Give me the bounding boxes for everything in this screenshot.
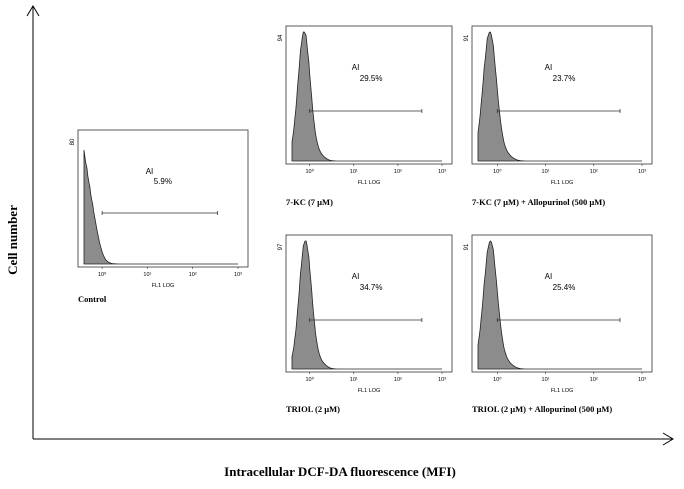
y-max-label: 80 bbox=[70, 138, 76, 145]
x-tick-label: 10⁰ bbox=[98, 271, 107, 278]
panel-caption: 7-KC (7 µM) bbox=[286, 197, 333, 207]
main-y-arrowhead bbox=[26, 5, 40, 17]
panel-x-label: FL1 LOG bbox=[551, 180, 574, 186]
y-max-label: 91 bbox=[464, 243, 470, 250]
x-tick-label: 10⁰ bbox=[493, 168, 502, 175]
x-tick-label: 10² bbox=[590, 377, 598, 383]
x-tick-label: 10⁰ bbox=[305, 168, 314, 175]
panel-caption: Control bbox=[78, 294, 107, 304]
histogram-area bbox=[291, 240, 442, 370]
x-tick-label: 10¹ bbox=[542, 169, 550, 175]
panel-x-label: FL1 LOG bbox=[358, 388, 381, 394]
gate-label: AI bbox=[352, 272, 360, 281]
gate-value: 29.5% bbox=[360, 74, 383, 83]
histogram-area bbox=[477, 240, 642, 370]
panel-frame bbox=[77, 129, 249, 268]
histogram-area bbox=[83, 150, 238, 265]
gate-label: AI bbox=[146, 167, 154, 176]
x-tick-label: 10¹ bbox=[542, 377, 550, 383]
x-tick-label: 10³ bbox=[438, 377, 446, 383]
x-tick-label: 10³ bbox=[234, 272, 242, 278]
y-max-label: 94 bbox=[278, 34, 284, 41]
panel-caption: TRIOL (2 µM) + Allopurinol (500 µM) bbox=[472, 404, 612, 414]
main-axes bbox=[26, 5, 674, 446]
x-tick-label: 10² bbox=[394, 377, 402, 383]
x-tick-label: 10⁰ bbox=[305, 376, 314, 383]
y-max-label: 97 bbox=[278, 243, 284, 250]
x-tick-label: 10³ bbox=[638, 377, 646, 383]
histogram-panel: 80 10⁰ 10¹ 10² 10³ FL1 LOG AI5.9% Control bbox=[70, 129, 249, 304]
x-tick-label: 10² bbox=[590, 169, 598, 175]
x-tick-label: 10³ bbox=[438, 169, 446, 175]
gate-value: 23.7% bbox=[553, 74, 576, 83]
histogram-area bbox=[477, 31, 642, 162]
panel-caption: 7-KC (7 µM) + Allopurinol (500 µM) bbox=[472, 197, 605, 207]
gate-label: AI bbox=[352, 63, 360, 72]
panel-x-label: FL1 LOG bbox=[358, 180, 381, 186]
panel-x-label: FL1 LOG bbox=[551, 388, 574, 394]
gate-label: AI bbox=[545, 63, 553, 72]
histogram-area bbox=[291, 31, 442, 162]
panel-x-label: FL1 LOG bbox=[152, 283, 175, 289]
main-x-arrowhead bbox=[662, 432, 674, 446]
x-axis-title: Intracellular DCF-DA fluorescence (MFI) bbox=[224, 464, 456, 479]
x-tick-label: 10¹ bbox=[350, 169, 358, 175]
gate-value: 5.9% bbox=[154, 177, 172, 186]
x-tick-label: 10⁰ bbox=[493, 376, 502, 383]
x-tick-label: 10² bbox=[394, 169, 402, 175]
x-tick-label: 10¹ bbox=[350, 377, 358, 383]
gate-value: 25.4% bbox=[553, 283, 576, 292]
gate-label: AI bbox=[545, 272, 553, 281]
gate-value: 34.7% bbox=[360, 283, 383, 292]
x-tick-label: 10¹ bbox=[143, 272, 151, 278]
y-axis-title: Cell number bbox=[5, 205, 20, 275]
y-max-label: 91 bbox=[464, 34, 470, 41]
x-tick-label: 10² bbox=[189, 272, 197, 278]
panel-caption: TRIOL (2 µM) bbox=[286, 404, 340, 414]
x-tick-label: 10³ bbox=[638, 169, 646, 175]
